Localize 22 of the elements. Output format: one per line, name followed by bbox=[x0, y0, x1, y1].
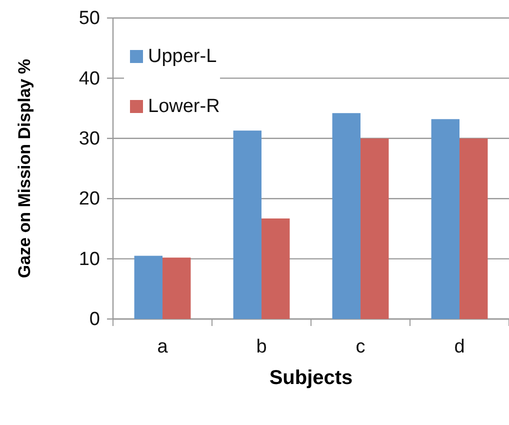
bar bbox=[332, 113, 360, 319]
y-tick-label: 40 bbox=[78, 68, 100, 90]
legend-label: Lower-R bbox=[148, 96, 220, 117]
y-tick-label: 50 bbox=[78, 8, 100, 30]
y-tick-label: 20 bbox=[78, 188, 100, 210]
x-axis-title: Subjects bbox=[269, 367, 353, 389]
bar bbox=[460, 138, 488, 319]
y-tick-label: 0 bbox=[89, 309, 100, 330]
bar bbox=[360, 138, 389, 319]
bar bbox=[431, 119, 460, 319]
y-axis-title: Gaze on Mission Display % bbox=[15, 58, 34, 278]
x-tick-label: b bbox=[256, 336, 267, 358]
bar bbox=[162, 258, 191, 319]
bar bbox=[233, 130, 262, 319]
y-tick-label: 30 bbox=[78, 128, 100, 150]
bar bbox=[134, 256, 162, 319]
x-tick-label: d bbox=[454, 336, 465, 358]
y-tick-label: 10 bbox=[78, 248, 100, 270]
legend-label: Upper-L bbox=[148, 46, 217, 67]
x-tick-label: c bbox=[356, 336, 366, 358]
bar bbox=[262, 218, 290, 319]
x-tick-label: a bbox=[157, 336, 168, 358]
